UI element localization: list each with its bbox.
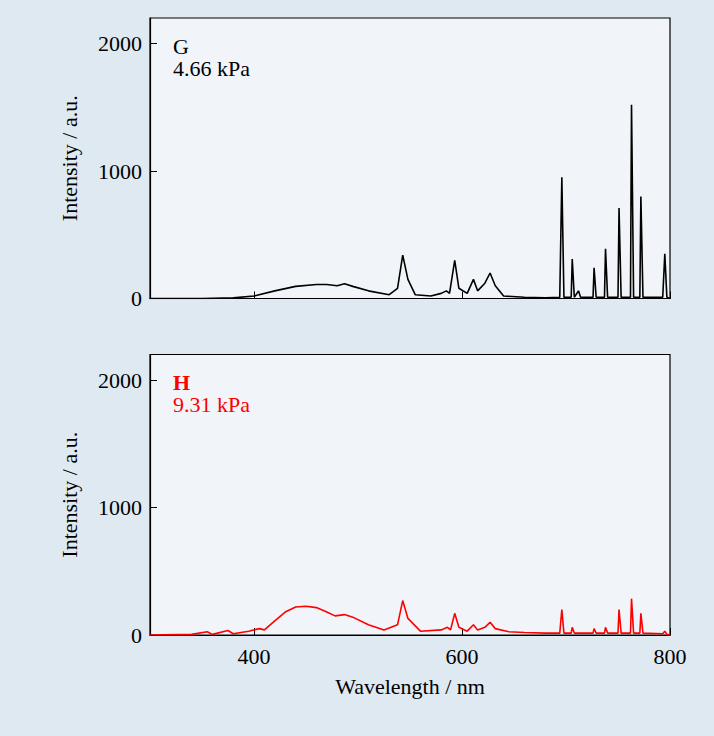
svg-text:600: 600 (446, 644, 479, 669)
svg-text:800: 800 (654, 644, 687, 669)
svg-text:G: G (173, 33, 189, 59)
svg-text:Intensity / a.u.: Intensity / a.u. (57, 432, 82, 558)
svg-text:H: H (173, 370, 191, 395)
svg-text:Wavelength / nm: Wavelength / nm (335, 674, 485, 699)
svg-text:9.31 kPa: 9.31 kPa (173, 392, 250, 417)
svg-text:400: 400 (238, 644, 271, 669)
svg-text:1000: 1000 (98, 159, 142, 184)
svg-text:0: 0 (131, 286, 142, 311)
svg-text:4.66 kPa: 4.66 kPa (173, 56, 250, 81)
svg-text:0: 0 (131, 623, 142, 648)
svg-text:2000: 2000 (98, 31, 142, 56)
svg-text:1000: 1000 (98, 495, 142, 520)
svg-text:Intensity / a.u.: Intensity / a.u. (57, 95, 82, 221)
svg-text:2000: 2000 (98, 368, 142, 393)
